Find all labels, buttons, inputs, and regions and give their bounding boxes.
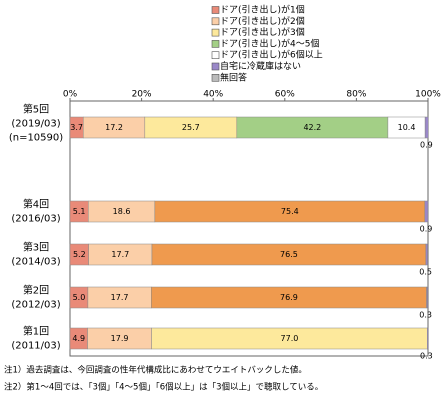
legend-label: ドア(引き出し)が1個 [220, 4, 305, 16]
legend-label: ドア(引き出し)が4～5個 [220, 37, 319, 49]
category-label: 第2回 [23, 284, 49, 297]
value-label: 76.9 [280, 293, 298, 302]
category-label: (2012/03) [11, 300, 60, 311]
legend-label: 自宅に冷蔵庫はない [220, 60, 301, 72]
value-label: 0.3 [419, 311, 432, 320]
legend-swatch [211, 51, 220, 60]
value-label: 75.4 [281, 207, 299, 216]
legend-label: 無回答 [220, 71, 247, 83]
category-label: (2019/03) [11, 119, 60, 130]
legend-label: ドア(引き出し)が3個 [220, 26, 305, 38]
value-label: 5.1 [73, 207, 86, 216]
value-label: 17.7 [111, 250, 129, 259]
legend-swatch [211, 28, 220, 37]
value-label: 77.0 [281, 334, 299, 343]
legend-label: ドア(引き出し)が2個 [220, 15, 305, 27]
x-tick-label: 100% [415, 90, 441, 100]
value-label: 17.7 [111, 293, 129, 302]
x-tick-label: 20% [132, 90, 152, 100]
plot-frame [69, 100, 429, 357]
category-label: (2014/03) [11, 257, 60, 268]
bar-segment [427, 327, 429, 350]
value-label: 5.2 [73, 250, 86, 259]
category-label: 第5回 [23, 103, 49, 116]
legend-swatch [211, 17, 220, 26]
x-tick-label: 60% [275, 90, 295, 100]
bar-segment [426, 286, 428, 309]
legend-swatch [211, 74, 220, 82]
value-label: 0.5 [419, 268, 432, 277]
note: 注2）第1～4回では、「3個」「4～5個」「6個以上」は「3個以上」で聴取してい… [4, 382, 323, 393]
value-label: 3.7 [70, 123, 83, 132]
legend-label: ドア(引き出し)が6個以上 [220, 49, 323, 61]
x-tick-label: 0% [63, 90, 78, 100]
value-label: 0.9 [420, 141, 433, 150]
legend-swatch [211, 40, 220, 48]
category-label: 第4回 [23, 198, 49, 211]
category-label: 第1回 [23, 325, 49, 338]
value-label: 17.2 [105, 123, 123, 132]
note: 注1）過去調査は、今回調査の性年代構成比にあわせてウエイトバックした値。 [4, 365, 307, 376]
value-label: 10.4 [398, 123, 416, 132]
value-label: 25.7 [182, 123, 200, 132]
value-label: 76.5 [280, 250, 298, 259]
x-tick-label: 80% [346, 90, 366, 100]
x-tick-label: 40% [203, 90, 223, 100]
category-label: (2016/03) [11, 214, 60, 225]
category-label: (2011/03) [11, 341, 60, 352]
value-label: 0.9 [420, 225, 433, 234]
category-label: 第3回 [23, 241, 49, 254]
legend-swatch [211, 62, 220, 71]
value-label: 0.3 [420, 352, 433, 361]
value-label: 5.0 [73, 293, 86, 302]
value-label: 4.9 [72, 334, 85, 343]
bar-segment [424, 200, 429, 223]
bar-segment [425, 243, 428, 266]
bar-segment [424, 116, 429, 139]
value-label: 18.6 [113, 207, 131, 216]
category-label: (n=10590) [9, 133, 63, 144]
value-label: 42.2 [303, 123, 321, 132]
legend-swatch [211, 6, 220, 14]
value-label: 17.9 [111, 334, 129, 343]
